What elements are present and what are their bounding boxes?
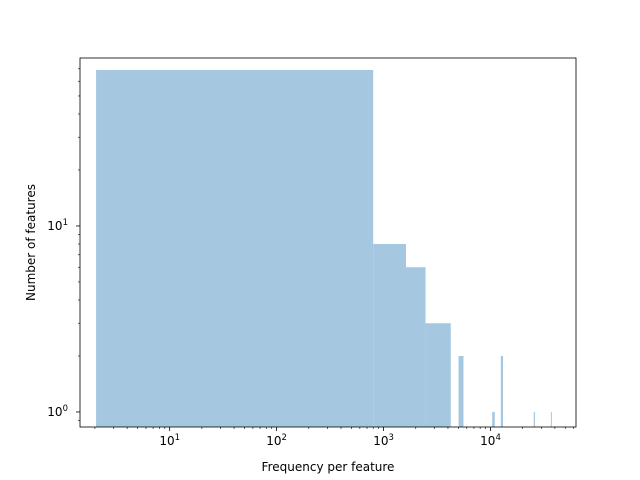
x-axis-ticks: 101 102 103 104 — [94, 427, 575, 448]
histogram-bar-8 — [550, 411, 552, 427]
axes-frame — [79, 57, 577, 428]
x-tick-label-2: 103 — [373, 433, 394, 448]
x-axis-label: Frequency per feature — [262, 460, 395, 474]
y-tick-label-0: 100 — [47, 404, 68, 419]
histogram-bar-7 — [533, 411, 536, 427]
y-axis-ticks: 100 101 — [47, 68, 80, 421]
histogram-bar-0 — [96, 69, 374, 427]
histogram-bar-5 — [492, 411, 495, 427]
y-tick-label-1: 101 — [47, 218, 68, 233]
histogram-bar-6 — [500, 355, 504, 427]
histogram-bars — [96, 69, 552, 427]
y-axis-label: Number of features — [24, 184, 38, 301]
histogram-bar-2 — [405, 267, 426, 427]
histogram-bar-4 — [458, 355, 464, 427]
x-tick-label-3: 104 — [480, 433, 501, 448]
x-tick-label-0: 101 — [159, 433, 180, 448]
histogram-bar-3 — [425, 323, 451, 427]
x-tick-label-1: 102 — [266, 433, 287, 448]
histogram-bar-1 — [373, 243, 406, 427]
